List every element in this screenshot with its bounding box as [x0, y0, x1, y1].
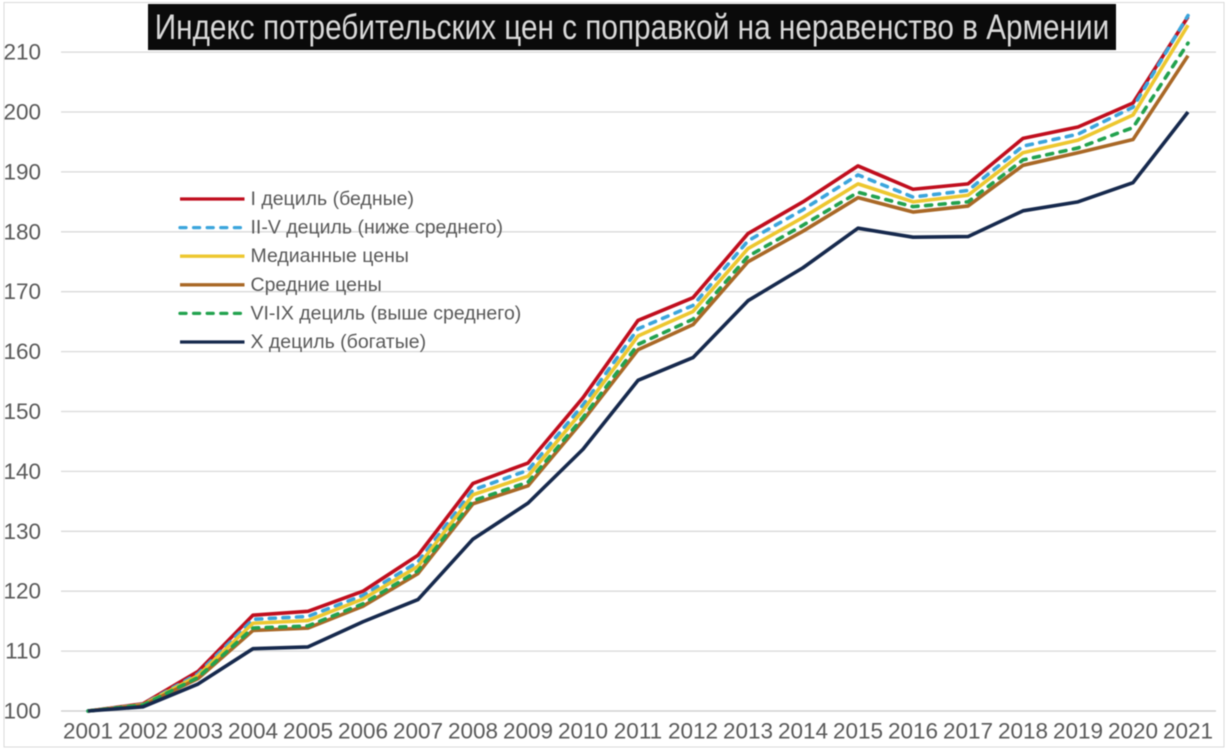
svg-text:Средние цены: Средние цены [251, 274, 382, 296]
svg-text:120: 120 [3, 579, 41, 604]
svg-text:2006: 2006 [338, 719, 388, 744]
svg-text:2018: 2018 [998, 719, 1048, 744]
svg-text:2016: 2016 [888, 719, 938, 744]
svg-text:2001: 2001 [63, 719, 113, 744]
svg-text:Индекс потребительских цен с п: Индекс потребительских цен с поправкой н… [155, 8, 1109, 47]
svg-text:2008: 2008 [448, 719, 498, 744]
svg-text:190: 190 [3, 159, 41, 184]
svg-text:2012: 2012 [668, 719, 718, 744]
svg-text:2015: 2015 [833, 719, 883, 744]
svg-text:2017: 2017 [943, 719, 993, 744]
svg-text:II-V дециль (ниже среднего): II-V дециль (ниже среднего) [251, 217, 503, 239]
svg-text:2004: 2004 [228, 719, 278, 744]
svg-text:2007: 2007 [393, 719, 443, 744]
svg-text:2010: 2010 [558, 719, 608, 744]
svg-text:2020: 2020 [1108, 719, 1158, 744]
svg-text:170: 170 [3, 279, 41, 304]
svg-text:Медианные цены: Медианные цены [251, 245, 409, 267]
svg-text:150: 150 [3, 399, 41, 424]
svg-text:160: 160 [3, 339, 41, 364]
svg-text:I дециль (бедные): I дециль (бедные) [251, 188, 414, 210]
svg-text:100: 100 [3, 699, 41, 724]
svg-text:X дециль (богатые): X дециль (богатые) [251, 331, 427, 353]
svg-text:180: 180 [3, 219, 41, 244]
svg-text:2005: 2005 [283, 719, 333, 744]
svg-text:210: 210 [3, 40, 41, 65]
svg-text:2013: 2013 [723, 719, 773, 744]
svg-text:2002: 2002 [118, 719, 168, 744]
svg-text:140: 140 [3, 459, 41, 484]
svg-text:2019: 2019 [1053, 719, 1103, 744]
svg-text:2021: 2021 [1163, 719, 1213, 744]
svg-text:2009: 2009 [503, 719, 553, 744]
svg-text:2011: 2011 [614, 719, 662, 744]
svg-text:VI-IX дециль (выше среднего): VI-IX дециль (выше среднего) [251, 302, 522, 324]
svg-text:110: 110 [5, 639, 41, 664]
svg-text:2003: 2003 [173, 719, 223, 744]
svg-text:200: 200 [3, 100, 41, 125]
svg-text:2014: 2014 [778, 719, 828, 744]
svg-text:130: 130 [3, 519, 41, 544]
